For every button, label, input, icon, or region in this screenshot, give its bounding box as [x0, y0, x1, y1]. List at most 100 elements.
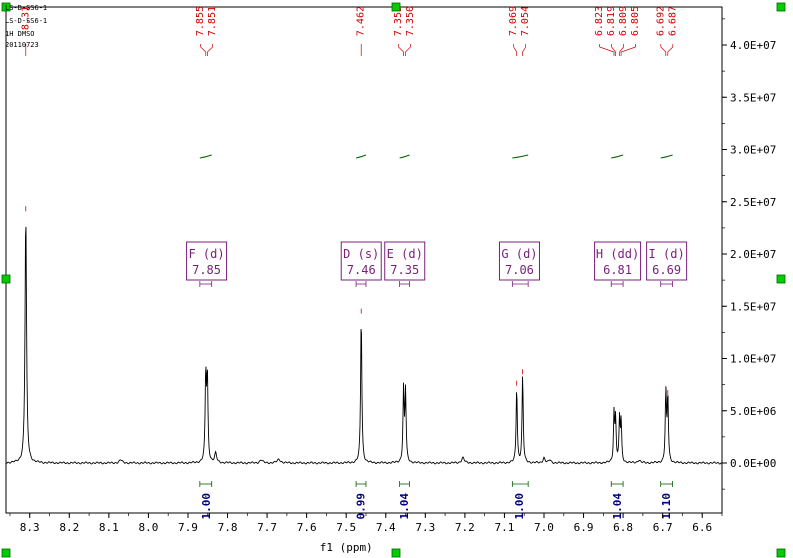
- peak-label-leader: [200, 46, 207, 56]
- peak-labels: 8.31 7.855 7.851 7.462 7.355 7.350 7.069 7.054 6…: [20, 6, 678, 422]
- x-tick-label: 6.7: [653, 521, 673, 534]
- peak-label-leader: [513, 46, 518, 56]
- integral-curve: [660, 154, 673, 159]
- multiplet-shift: 6.69: [652, 263, 681, 277]
- x-tick-label: 7.6: [297, 521, 317, 534]
- integral-curve: [611, 154, 624, 159]
- spectrum-trace: [5, 226, 723, 465]
- resize-handle[interactable]: [391, 548, 401, 558]
- resize-handle[interactable]: [1, 274, 11, 284]
- multiplet-boxes: F (d) 7.85 D (s) 7.46 E (d) 7.35 G (d) 7.06 H (d…: [186, 241, 688, 287]
- multiplet-shift: 7.46: [347, 263, 376, 277]
- x-axis-label: f1 (ppm): [320, 541, 373, 554]
- resize-handle[interactable]: [1, 2, 11, 12]
- multiplet-box[interactable]: [340, 241, 382, 281]
- peak-label-leader: [398, 46, 404, 56]
- multiplet-shift: 7.35: [390, 263, 419, 277]
- peak-label: 6.805: [630, 6, 641, 36]
- y-tick-label: 1.0E+07: [730, 353, 776, 366]
- peak-label-leader: [667, 46, 674, 56]
- x-tick-label: 7.3: [415, 521, 435, 534]
- y-tick-label: 4.0E+07: [730, 39, 776, 52]
- integral-value: 0.99: [355, 493, 368, 520]
- x-tick-label: 7.2: [455, 521, 475, 534]
- integral-value: 1.04: [611, 493, 624, 520]
- y-tick-label: 3.0E+07: [730, 144, 776, 157]
- peak-label-leader: [405, 46, 411, 56]
- peak-label: 6.692: [655, 6, 666, 36]
- x-tick-label: 7.0: [534, 521, 554, 534]
- peak-label: 7.851: [207, 6, 218, 36]
- y-tick-label: 5.0E+06: [730, 405, 776, 418]
- integral-value: 1.00: [200, 493, 213, 520]
- peak-label-leader: [660, 46, 667, 56]
- multiplet-shift: 7.85: [192, 263, 221, 277]
- multiplet-shift: 7.06: [505, 263, 534, 277]
- multiplet-label: G (d): [501, 247, 537, 261]
- x-tick-label: 6.6: [692, 521, 712, 534]
- resize-handle[interactable]: [776, 548, 786, 558]
- peak-label-leader: [599, 46, 615, 56]
- date-line: 20110723: [5, 41, 39, 49]
- x-tick-label: 7.7: [257, 521, 277, 534]
- solvent-line: 1H DMSO: [5, 30, 35, 38]
- resize-handle[interactable]: [776, 2, 786, 12]
- multiplet-label: D (s): [343, 247, 379, 261]
- peak-label-leader: [620, 46, 636, 56]
- integral-value: 1.10: [660, 493, 673, 520]
- x-tick-label: 7.8: [218, 521, 238, 534]
- x-tick-label: 7.5: [336, 521, 356, 534]
- x-tick-label: 7.9: [178, 521, 198, 534]
- axes: 8.3 8.2 8.1 8.0 7.9 7.8 7.7 7.6 7.5 7.4 7.3 7.2 7.1 7…: [9, 18, 776, 554]
- multiplet-shift: 6.81: [603, 263, 632, 277]
- multiplet-box[interactable]: [186, 241, 228, 281]
- resize-handle[interactable]: [391, 2, 401, 12]
- y-tick-label: 0.0E+00: [730, 457, 776, 470]
- peak-label: 7.355: [393, 6, 404, 36]
- integral-curve: [199, 154, 212, 159]
- x-tick-label: 8.1: [99, 521, 119, 534]
- multiplet-label: E (d): [387, 247, 423, 261]
- plot-border: [5, 6, 723, 514]
- multiplet-label: I (d): [649, 247, 685, 261]
- multiplet-label: H (dd): [596, 247, 639, 261]
- peak-label: 6.687: [667, 6, 678, 36]
- sample-name-line-1: LS-D-SS6-1: [5, 4, 48, 12]
- x-tick-label: 7.4: [376, 521, 396, 534]
- peak-label: 7.855: [195, 6, 206, 36]
- peak-label: 6.823: [594, 6, 605, 36]
- peak-label: 7.350: [405, 6, 416, 36]
- x-tick-label: 8.3: [20, 521, 40, 534]
- multiplet-box[interactable]: [498, 241, 540, 281]
- integral-curve: [399, 154, 410, 159]
- sample-name-line-2: LS-D-SS6-1: [5, 17, 48, 25]
- y-tick-label: 2.5E+07: [730, 196, 776, 209]
- x-tick-label: 8.2: [59, 521, 79, 534]
- x-tick-label: 7.1: [494, 521, 514, 534]
- integral-value: 1.04: [398, 493, 411, 520]
- multiplet-box[interactable]: [594, 241, 642, 281]
- multiplet-box[interactable]: [384, 241, 426, 281]
- integral-curve: [355, 154, 367, 159]
- peak-label: 6.819: [606, 6, 617, 36]
- spectrum-line: [5, 226, 723, 465]
- x-tick-label: 6.9: [574, 521, 594, 534]
- peak-label: 8.31: [20, 6, 31, 30]
- plot-frame: [5, 6, 723, 514]
- peak-label-leader: [619, 46, 624, 56]
- peak-label: 7.069: [508, 6, 519, 36]
- multiplet-label: F (d): [188, 247, 224, 261]
- y-tick-label: 2.0E+07: [730, 248, 776, 261]
- peak-label-leader: [207, 46, 213, 56]
- peak-label-leader: [611, 46, 616, 56]
- peak-label: 7.462: [356, 6, 367, 36]
- x-tick-label: 6.8: [613, 521, 633, 534]
- multiplet-box[interactable]: [646, 241, 688, 281]
- y-tick-label: 1.5E+07: [730, 300, 776, 313]
- peak-label: 7.054: [520, 6, 531, 36]
- integral-curves: 1.00 0.99 1.04 1.00 1.04 1.10: [199, 154, 673, 520]
- resize-handle[interactable]: [1, 548, 11, 558]
- resize-handle[interactable]: [776, 274, 786, 284]
